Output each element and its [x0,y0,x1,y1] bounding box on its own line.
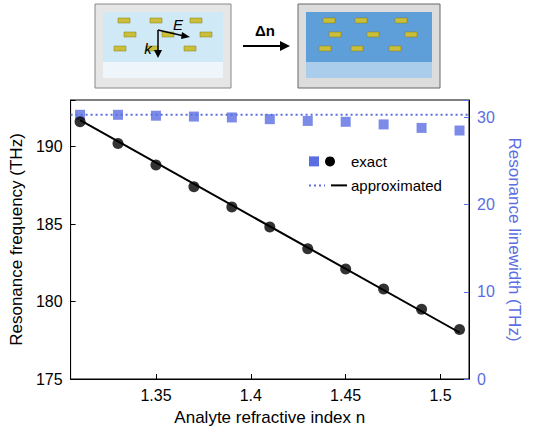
svg-text:Analyte refractive index n: Analyte refractive index n [174,408,365,427]
svg-text:Resonance linewidth (THz): Resonance linewidth (THz) [505,137,524,341]
svg-text:k: k [144,40,153,57]
svg-text:20: 20 [477,196,495,213]
svg-text:Δn: Δn [255,22,275,39]
svg-text:180: 180 [36,293,63,310]
svg-text:190: 190 [36,138,63,155]
svg-text:1.5: 1.5 [429,387,451,404]
svg-text:0: 0 [477,371,486,388]
svg-text:175: 175 [36,371,63,388]
svg-text:185: 185 [36,216,63,233]
svg-text:Resonance frequency (THz): Resonance frequency (THz) [7,133,26,346]
svg-text:30: 30 [477,109,495,126]
svg-text:1.4: 1.4 [240,387,262,404]
svg-text:E: E [173,16,184,33]
svg-text:approximated: approximated [351,177,442,194]
svg-text:exact: exact [351,153,388,170]
svg-text:1.35: 1.35 [140,387,171,404]
svg-text:10: 10 [477,283,495,300]
svg-text:1.45: 1.45 [330,387,361,404]
